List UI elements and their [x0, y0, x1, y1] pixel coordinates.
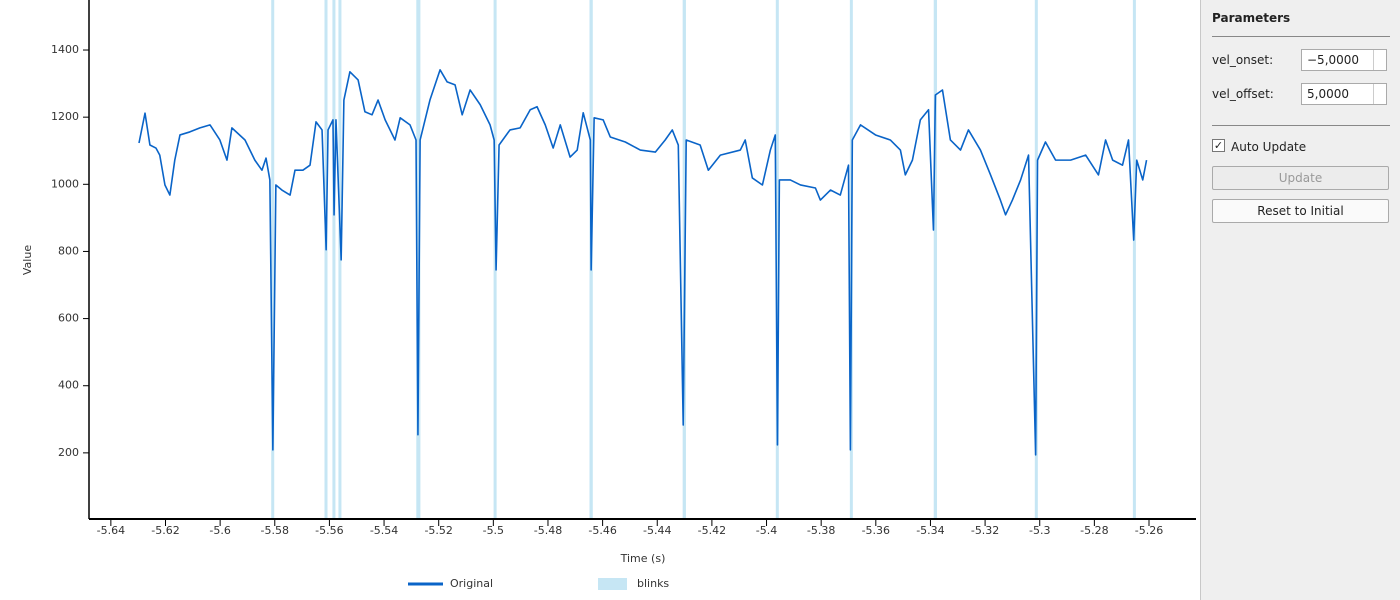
- spinbox[interactable]: 5,0000: [1301, 83, 1387, 105]
- blink-band: [271, 0, 275, 519]
- x-tick-label: -5.44: [643, 524, 671, 537]
- y-tick-label: 600: [58, 312, 79, 325]
- x-tick-label: -5.32: [971, 524, 999, 537]
- x-tick-label: -5.38: [807, 524, 835, 537]
- y-tick-label: 400: [58, 379, 79, 392]
- x-tick-label: -5.56: [315, 524, 343, 537]
- x-tick-label: -5.46: [588, 524, 616, 537]
- x-tick-label: -5.5: [483, 524, 504, 537]
- blink-band: [416, 0, 421, 519]
- update-button[interactable]: Update: [1212, 166, 1389, 190]
- blink-band: [933, 0, 938, 519]
- separator: [1212, 125, 1390, 126]
- blink-band: [338, 0, 342, 519]
- legend-label: Original: [450, 577, 493, 590]
- blink-band: [1132, 0, 1136, 519]
- x-tick-label: -5.62: [151, 524, 179, 537]
- separator: [1212, 36, 1390, 37]
- blink-layer: [271, 0, 1136, 519]
- checkbox-label[interactable]: Auto Update: [1231, 140, 1307, 154]
- plot-layer: [138, 69, 1148, 456]
- x-tick-label: -5.3: [1029, 524, 1050, 537]
- x-tick-label: -5.6: [209, 524, 230, 537]
- legend-band: [598, 578, 627, 590]
- x-tick-label: -5.52: [424, 524, 452, 537]
- reset-button[interactable]: Reset to Initial: [1212, 199, 1389, 223]
- blink-band: [332, 0, 336, 519]
- x-tick-label: -5.4: [756, 524, 777, 537]
- x-tick-label: -5.54: [370, 524, 398, 537]
- spinbox[interactable]: −5,0000: [1301, 49, 1387, 71]
- x-tick-label: -5.34: [916, 524, 944, 537]
- field-label: vel_offset:: [1212, 87, 1274, 101]
- checkbox[interactable]: ✓: [1212, 139, 1225, 152]
- x-tick-label: -5.42: [698, 524, 726, 537]
- chart: Time (s) Value Original blinks -5.64 -5.6…: [21, 0, 1196, 590]
- x-tick-label: -5.64: [97, 524, 125, 537]
- blink-band: [775, 0, 779, 519]
- signal-line: [138, 69, 1148, 456]
- y-tick-label: 200: [58, 446, 79, 459]
- y-axis-label: Value: [21, 245, 34, 275]
- blink-band: [324, 0, 328, 519]
- field-label: vel_onset:: [1212, 53, 1274, 67]
- y-tick-label: 800: [58, 244, 79, 257]
- x-tick-label: -5.28: [1080, 524, 1108, 537]
- parameters-panel: Parameters vel_onset: −5,0000 vel_offset…: [1200, 0, 1400, 600]
- x-tick-label: -5.48: [534, 524, 562, 537]
- x-tick-label: -5.58: [261, 524, 289, 537]
- x-tick-label: -5.36: [862, 524, 890, 537]
- x-axis-label: Time (s): [620, 552, 666, 565]
- x-tick-label: -5.26: [1135, 524, 1163, 537]
- y-tick-label: 1400: [51, 43, 79, 56]
- y-tick-label: 1200: [51, 110, 79, 123]
- panel-title: Parameters: [1212, 11, 1291, 25]
- y-tick-label: 1000: [51, 177, 79, 190]
- blink-band: [493, 0, 497, 519]
- legend-label: blinks: [637, 577, 669, 590]
